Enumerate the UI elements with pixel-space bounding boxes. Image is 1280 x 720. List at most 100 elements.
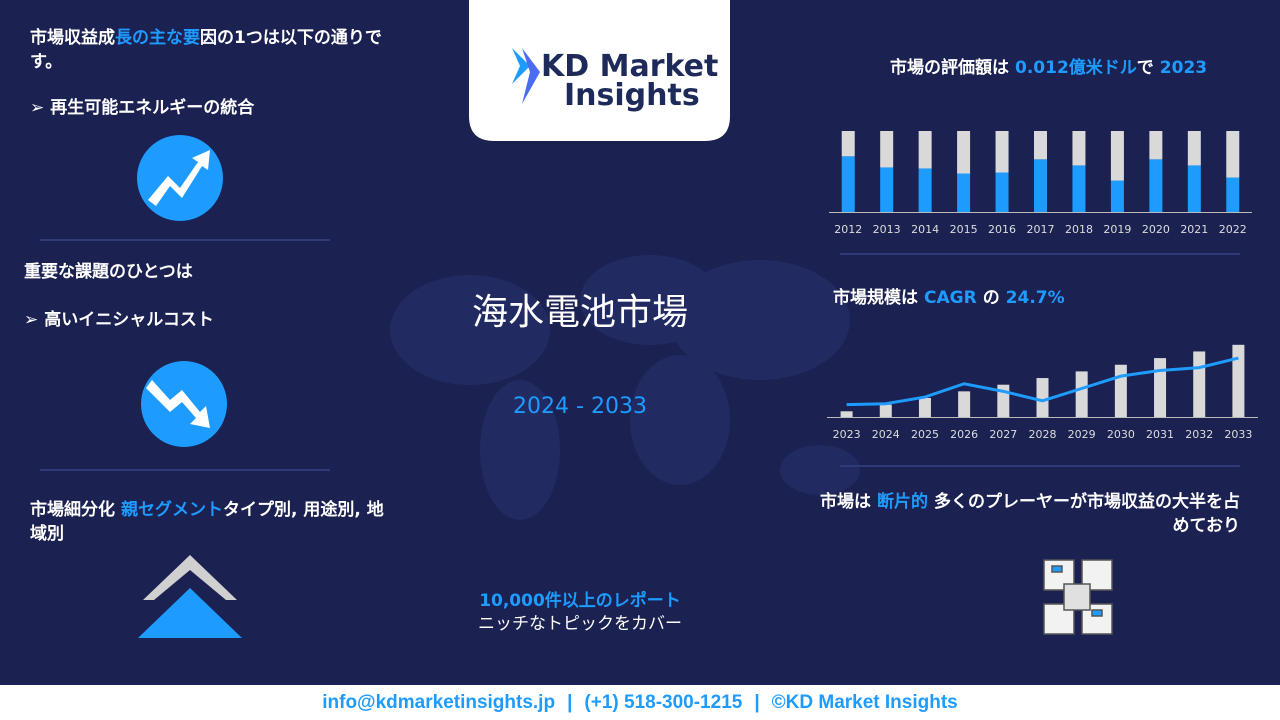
bar <box>1232 344 1245 417</box>
text: 親セグメント <box>121 500 223 520</box>
bar <box>1193 351 1206 417</box>
x-tick-label: 2018 <box>1065 223 1093 236</box>
x-tick-label: 2033 <box>1224 428 1252 441</box>
bar <box>880 167 894 212</box>
text: 再生可能エネルギーの統合 <box>50 98 255 118</box>
text: で <box>1136 58 1154 78</box>
bar <box>918 131 932 169</box>
text: 高いイニシャルコスト <box>44 310 214 330</box>
text: 2023 <box>1159 58 1208 78</box>
footer: info@kdmarketinsights.jp | (+1) 518-300-12… <box>0 685 1280 720</box>
x-tick-label: 2024 <box>872 428 900 441</box>
bar <box>1154 358 1167 417</box>
bar <box>995 172 1009 212</box>
text: 市場は <box>820 492 871 512</box>
segment-heading: 市場細分化 親セグメントタイプ別, 用途別, 地域別 <box>30 498 390 546</box>
line <box>846 356 1239 407</box>
bar <box>1075 371 1088 417</box>
text: 断片的 <box>877 492 928 512</box>
text: の <box>982 288 1000 308</box>
logo-mark <box>512 48 540 104</box>
x-tick-label: 2030 <box>1107 428 1135 441</box>
bar <box>957 173 971 212</box>
x-tick-label: 2016 <box>988 223 1016 236</box>
decline-arrow <box>146 380 210 428</box>
phone: (+1) 518-300-1215 <box>584 692 743 713</box>
chevron <box>138 588 242 638</box>
bar <box>841 156 855 212</box>
x-tick-label: 2028 <box>1029 428 1057 441</box>
x-tick-label: 2026 <box>950 428 978 441</box>
text: 市場収益成 <box>30 28 115 48</box>
valuation: 市場の評価額は 0.012億米ドルで 2023 <box>890 56 1207 80</box>
x-tick-label: 2029 <box>1068 428 1096 441</box>
divider <box>40 239 1240 471</box>
bar <box>841 131 855 157</box>
bar <box>1034 131 1047 160</box>
cagr: 市場規模は CAGR の 24.7% <box>833 286 1065 310</box>
text: 24.7% <box>1005 288 1065 308</box>
x-tick-label: 2012 <box>834 223 862 236</box>
background: KD Market Insights <box>40 0 1240 638</box>
world-map <box>390 255 860 520</box>
x-tick-label: 2014 <box>911 223 939 236</box>
x-tick-label: 2022 <box>1219 223 1247 236</box>
bar <box>1072 165 1086 212</box>
bar <box>995 131 1009 173</box>
x-tick-label: 2020 <box>1142 223 1170 236</box>
driver-heading: 市場収益成長の主な要因の1つは以下の通りです。 <box>30 26 410 74</box>
bar <box>880 131 894 168</box>
bar <box>958 391 971 417</box>
text: 市場細分化 <box>30 500 115 520</box>
bar <box>1149 131 1163 160</box>
logo-text: KD Market <box>541 49 718 84</box>
x-tick-label: 2017 <box>1027 223 1055 236</box>
x-tick-label: 2021 <box>1180 223 1208 236</box>
bar <box>1072 131 1086 166</box>
text: 長の主な要 <box>115 28 200 48</box>
logo-box <box>469 0 730 141</box>
bar <box>1110 131 1124 181</box>
logo-text: Insights <box>564 78 700 113</box>
x-tick-label: 2013 <box>873 223 901 236</box>
text: 多くのプレーヤーが市場収益の大半を占めており <box>934 492 1240 536</box>
x-tick-label: 2019 <box>1103 223 1131 236</box>
growth-arrow <box>148 150 210 206</box>
bar <box>1226 177 1240 212</box>
bar <box>1036 378 1049 417</box>
text: タイプ別, 用途別, 地域別 <box>30 500 384 544</box>
x-tick-label: 2015 <box>950 223 978 236</box>
bar <box>840 411 853 417</box>
text: 因の1つは以下の通りです。 <box>30 28 382 72</box>
bar <box>1114 364 1127 417</box>
bar <box>1149 159 1163 212</box>
bar <box>918 168 932 212</box>
challenge: ➢ 高いイニシャルコスト <box>24 310 214 330</box>
bar <box>1110 180 1124 212</box>
text: 0.012億米ドル <box>1015 58 1137 78</box>
text: 市場の評価額は <box>890 58 1009 78</box>
x-tick-label: 2027 <box>989 428 1017 441</box>
bar <box>879 404 892 417</box>
bar <box>918 398 931 417</box>
bar <box>1034 159 1047 212</box>
text: CAGR <box>924 288 977 308</box>
copyright: ©KD Market Insights <box>771 692 958 713</box>
x-tick-label: 2032 <box>1185 428 1213 441</box>
separator: | <box>567 692 573 713</box>
bar <box>1187 165 1201 212</box>
fragment: 市場は 断片的 多くのプレーヤーが市場収益の大半を占めており <box>820 490 1240 538</box>
period: 2024 - 2033 <box>513 394 647 419</box>
x-tick-label: 2025 <box>911 428 939 441</box>
bar <box>1187 131 1201 166</box>
challenge-heading: 重要な課題のひとつは <box>24 262 193 282</box>
cubes-icon <box>1043 559 1113 635</box>
reports: 10,000件以上のレポート <box>479 591 681 611</box>
main-title: 海水電池市場 <box>471 292 688 333</box>
email[interactable]: info@kdmarketinsights.jp <box>322 692 556 713</box>
driver: ➢ 再生可能エネルギーの統合 <box>30 98 255 118</box>
charts: 2012 2013 2014 2015 2016 2017 2018 2019 2020 2021… <box>827 131 1258 441</box>
separator: | <box>754 692 760 713</box>
x-tick-label: 2031 <box>1146 428 1174 441</box>
